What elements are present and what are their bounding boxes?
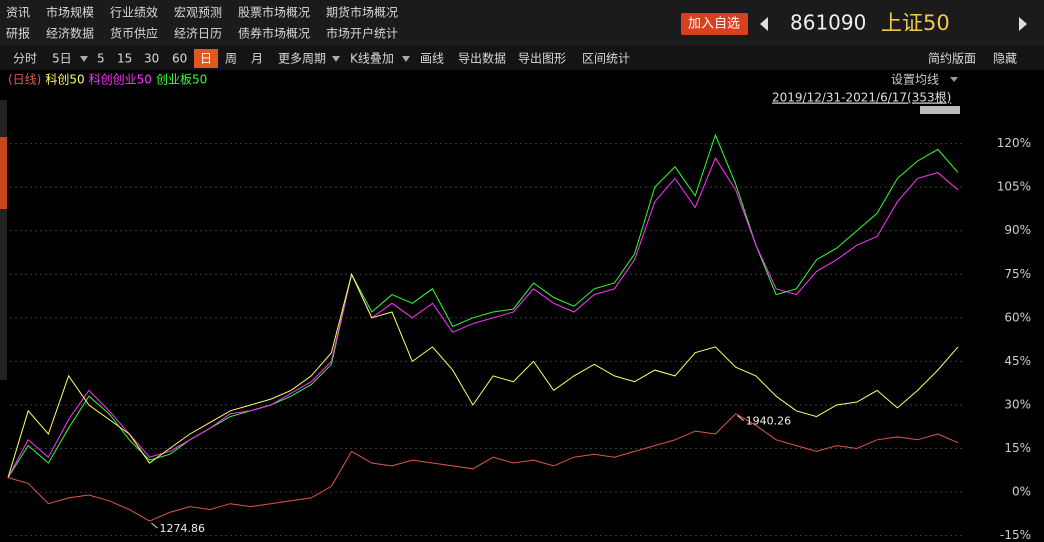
y-tick-label: 60%	[1004, 310, 1031, 324]
toolbar-item[interactable]: K线叠加	[350, 52, 394, 66]
toolbar-item[interactable]: 区间统计	[582, 52, 630, 66]
menu-item[interactable]: 债券市场概况	[238, 26, 310, 41]
legend-entry: 科创创业50	[89, 73, 152, 87]
toolbar-item[interactable]: 日	[200, 52, 212, 66]
add-button[interactable]	[681, 13, 748, 35]
toolbar-item[interactable]: 5日	[52, 52, 72, 66]
menu-item[interactable]: 经济日历	[174, 26, 222, 41]
side-strip	[0, 100, 7, 380]
toolbar-item[interactable]: 导出数据	[458, 51, 506, 66]
y-tick-label: 45%	[1004, 354, 1031, 368]
dropdown-arrow	[950, 77, 958, 82]
toolbar-item[interactable]: 周	[225, 52, 237, 66]
y-tick-label: 15%	[1004, 441, 1031, 455]
name: 上证50	[881, 11, 950, 35]
next-arrow[interactable]	[1019, 17, 1027, 31]
code: 861090	[790, 11, 866, 35]
settings-button[interactable]: 设置均线	[891, 73, 939, 87]
prev-arrow[interactable]	[760, 17, 768, 31]
menu-item[interactable]: 期货市场概况	[326, 5, 398, 20]
menu-item[interactable]: 货币供应	[110, 26, 158, 41]
y-tick-label: 0%	[1012, 485, 1031, 499]
dropdown-arrow	[402, 56, 410, 62]
series-line	[7, 133, 959, 478]
annotation: 1274.86	[159, 522, 205, 535]
menu-item[interactable]: 股票市场概况	[238, 5, 310, 20]
menu-item[interactable]: 市场规模	[46, 5, 94, 20]
series-line	[7, 413, 959, 522]
menu-item[interactable]: 资讯	[6, 6, 30, 20]
menu-item[interactable]: 研报	[6, 26, 30, 41]
menu-item[interactable]: 宏观预测	[174, 5, 222, 20]
y-tick-label: 105%	[997, 180, 1031, 194]
toolbar-item[interactable]: 隐藏	[993, 52, 1017, 66]
menu-bar	[0, 0, 1044, 46]
legend-entry: (日线)	[8, 73, 41, 87]
toolbar-item[interactable]: 分时	[13, 52, 37, 66]
range-label: 2019/12/31-2021/6/17(353根)	[772, 91, 951, 105]
y-tick-label: 75%	[1004, 267, 1031, 281]
annotation: 1940.26	[746, 415, 792, 428]
dropdown-arrow	[80, 56, 88, 62]
annotation-pointer	[151, 522, 158, 529]
toolbar-item[interactable]: 月	[251, 52, 263, 66]
toolbar-item[interactable]: 导出图形	[518, 52, 566, 66]
series-line	[7, 272, 959, 478]
chart-area	[0, 70, 1044, 542]
legend-entry: 科创50	[45, 73, 84, 87]
toolbar-item[interactable]: 15	[117, 52, 132, 66]
add-button-label[interactable]: 加入自选	[688, 17, 740, 32]
y-tick-label: 30%	[1004, 397, 1031, 411]
toolbar-item[interactable]: 60	[172, 52, 187, 66]
toolbar	[0, 46, 1044, 70]
y-tick-label: 90%	[1004, 223, 1031, 237]
toolbar-item[interactable]: 更多周期	[278, 52, 326, 66]
annotation-pointer	[737, 415, 744, 422]
series-line	[7, 157, 959, 478]
dropdown-arrow	[332, 56, 340, 62]
menu-item[interactable]: 行业绩效	[110, 5, 158, 20]
toolbar-item[interactable]: 30	[144, 52, 159, 66]
toolbar-item[interactable]: 5	[97, 52, 105, 66]
menu-item[interactable]: 经济数据	[46, 26, 94, 41]
legend-entry: 创业板50	[156, 73, 207, 87]
active-period	[194, 49, 218, 68]
toolbar-item[interactable]: 简约版面	[928, 51, 976, 66]
y-tick-label: 120%	[997, 136, 1031, 150]
toolbar-item[interactable]: 画线	[420, 52, 444, 66]
menu-item[interactable]: 市场开户统计	[326, 26, 398, 41]
side-tab	[0, 137, 7, 209]
scroll-handle[interactable]	[920, 106, 960, 114]
y-tick-label: -15%	[1000, 528, 1031, 542]
